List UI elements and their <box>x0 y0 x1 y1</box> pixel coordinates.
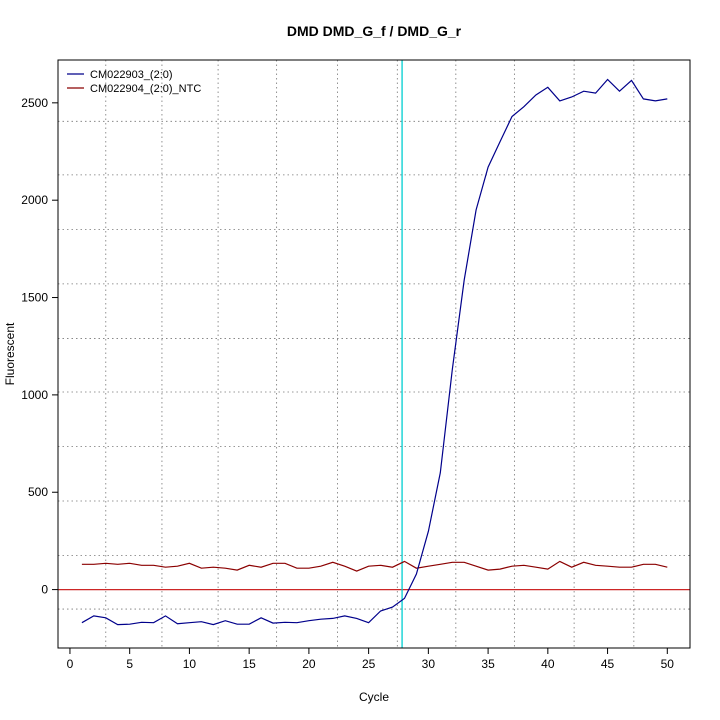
y-axis: 0 500 1000 1500 2000 2500 <box>21 96 59 597</box>
y-tick-label: 2500 <box>21 96 48 110</box>
x-axis: 0 5 10 15 20 25 30 35 40 45 50 <box>67 647 675 671</box>
legend-label: CM022903_(2:0) <box>90 69 173 81</box>
legend-label: CM022904_(2:0)_NTC <box>90 83 201 95</box>
x-tick-label: 50 <box>661 657 675 671</box>
x-tick-label: 40 <box>541 657 555 671</box>
plot-area <box>58 60 690 648</box>
x-tick-label: 45 <box>601 657 615 671</box>
series-line <box>81 560 668 572</box>
x-tick-label: 0 <box>67 657 74 671</box>
y-tick-label: 0 <box>41 583 48 597</box>
grid-lines <box>58 60 690 648</box>
x-axis-label: Cycle <box>359 690 389 704</box>
x-tick-label: 15 <box>242 657 256 671</box>
series-layer <box>81 78 668 626</box>
chart-title: DMD DMD_G_f / DMD_G_r <box>287 23 462 39</box>
y-tick-label: 1000 <box>21 388 48 402</box>
y-tick-label: 500 <box>28 485 48 499</box>
x-tick-label: 30 <box>422 657 436 671</box>
reference-lines <box>58 60 690 648</box>
y-tick-label: 2000 <box>21 193 48 207</box>
x-tick-label: 5 <box>126 657 133 671</box>
legend: CM022903_(2:0) CM022904_(2:0)_NTC <box>67 69 201 95</box>
series-line <box>81 78 668 626</box>
x-tick-label: 25 <box>362 657 376 671</box>
y-tick-label: 1500 <box>21 291 48 305</box>
y-axis-label: Fluorescent <box>3 322 17 385</box>
x-tick-label: 20 <box>302 657 316 671</box>
x-tick-label: 35 <box>481 657 495 671</box>
x-tick-label: 10 <box>183 657 197 671</box>
